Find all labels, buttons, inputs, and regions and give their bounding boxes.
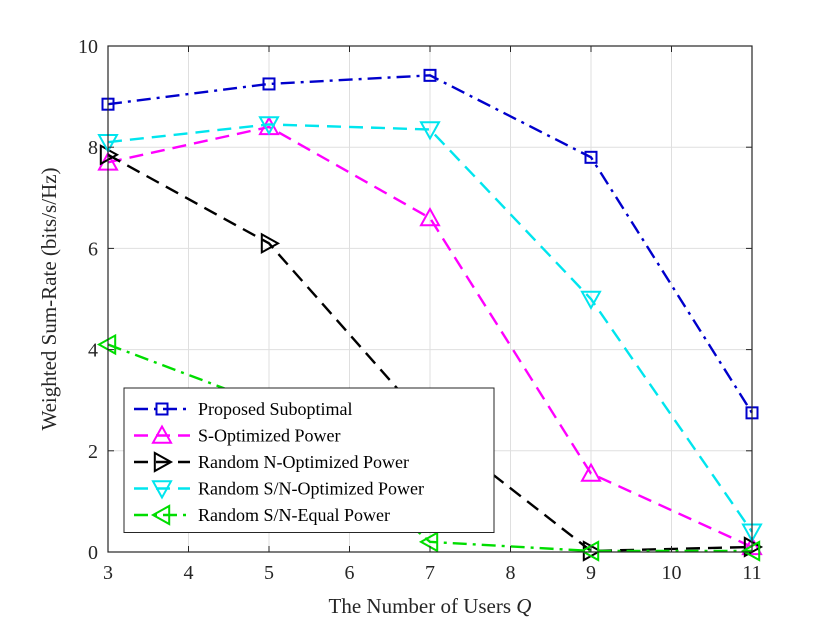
y-tick-label: 4 (88, 340, 98, 362)
y-tick-label: 0 (88, 542, 98, 564)
tick-labels: 3 4 5 6 7 8 9 10 11 0 2 4 6 8 10 (78, 36, 762, 584)
data-point (418, 531, 439, 553)
y-tick-label: 6 (88, 238, 98, 260)
legend-box (123, 387, 495, 533)
data-point (584, 150, 598, 164)
data-point (580, 290, 602, 311)
data-point (419, 121, 441, 141)
data-point (96, 333, 117, 356)
series-line (107, 125, 753, 549)
series-line (107, 123, 753, 533)
data-point (419, 206, 441, 227)
legend-item: Proposed Suboptimal (134, 399, 353, 419)
legend-marker (151, 424, 173, 444)
legend-item: Random S/N-Optimized Power (134, 479, 424, 500)
y-tick-label: 10 (78, 36, 98, 58)
x-tick-label: 6 (345, 562, 355, 584)
axis-ticks (107, 45, 753, 553)
data-point (580, 462, 602, 482)
series-4 (97, 116, 763, 543)
data-point (741, 535, 763, 556)
legend-marker (151, 480, 173, 500)
y-tick-label: 8 (88, 137, 98, 159)
x-tick-label: 7 (425, 562, 435, 584)
data-point (260, 232, 281, 255)
series-line (107, 343, 752, 553)
data-point (423, 68, 437, 82)
legend-label: S-Optimized Power (198, 426, 340, 446)
legend-label: Random N-Optimized Power (198, 452, 409, 472)
data-point (740, 540, 761, 562)
x-axis-label-text: The Number of Users (329, 594, 512, 618)
x-tick-label: 5 (264, 562, 274, 584)
legend-item: S-Optimized Power (134, 424, 340, 446)
data-point (743, 536, 764, 558)
legend-marker (150, 504, 171, 526)
x-axis-label-var: Q (516, 594, 531, 618)
legend-label: Random S/N-Optimized Power (198, 479, 424, 499)
legend-marker (155, 402, 169, 416)
legend-item: Random S/N-Equal Power (134, 504, 390, 526)
y-tick-label: 2 (88, 441, 98, 463)
x-tick-label: 9 (586, 562, 596, 584)
x-tick-label: 4 (184, 562, 194, 584)
legend-marker (153, 451, 174, 473)
legend-label: Random S/N-Equal Power (198, 505, 390, 525)
data-point (262, 77, 276, 91)
series-5 (96, 333, 761, 562)
x-tick-label: 11 (742, 562, 761, 584)
legend: Proposed Suboptimal S-Optimized Power Rand… (123, 387, 495, 533)
legend-item: Random N-Optimized Power (134, 451, 409, 473)
x-axis-label: The Number of Users Q (329, 594, 532, 618)
y-axis-label: Weighted Sum-Rate (bits/s/Hz) (37, 167, 61, 430)
data-point (258, 116, 280, 136)
data-point (579, 540, 600, 562)
legend-label: Proposed Suboptimal (198, 399, 353, 419)
x-tick-label: 3 (103, 562, 113, 584)
series-line (107, 74, 754, 414)
x-tick-label: 8 (506, 562, 516, 584)
x-tick-label: 10 (662, 562, 682, 584)
